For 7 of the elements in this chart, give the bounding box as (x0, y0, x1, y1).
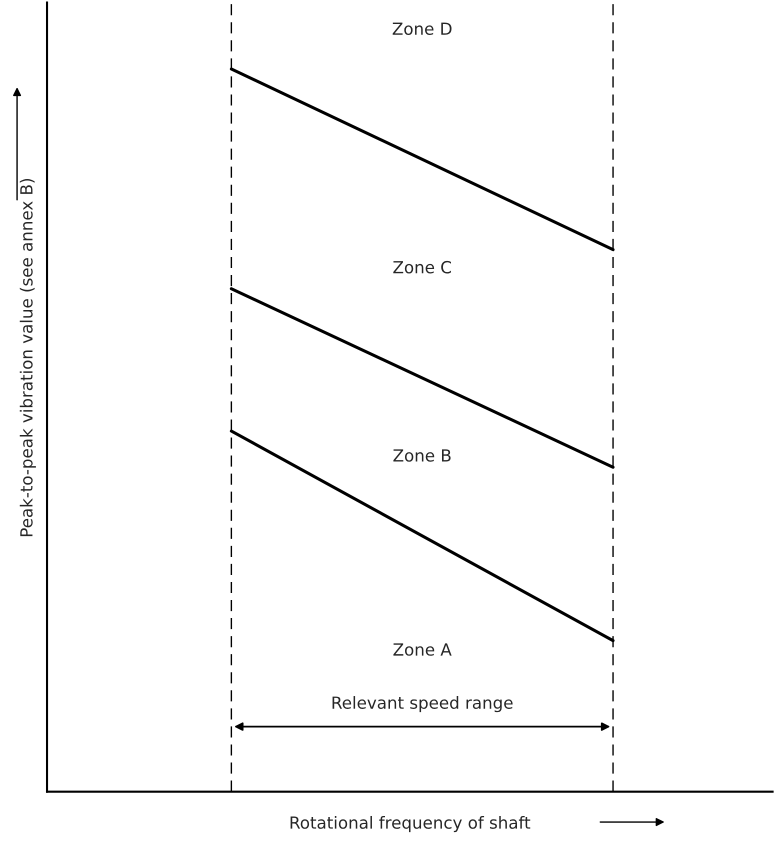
y-axis-title: Peak-to-peak vibration value (see annex B) (20, 178, 36, 536)
annotation: Zone A (393, 643, 452, 656)
annotation: Zone B (393, 449, 451, 462)
text: Zone D (392, 22, 452, 35)
annotation: Zone C (393, 260, 451, 274)
annotation: Relevant speed range (332, 696, 513, 712)
x-axis-title: Rotational frequency of shaft (290, 816, 530, 832)
